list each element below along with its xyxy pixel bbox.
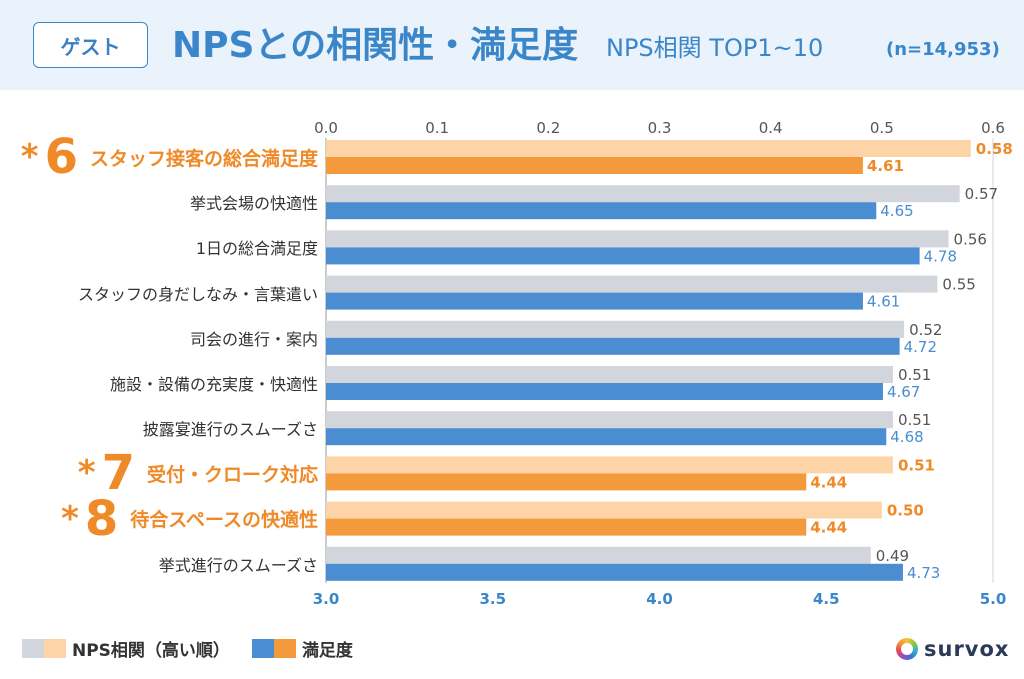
- highlight-asterisk: *: [20, 137, 39, 177]
- category-label-row-7: 披露宴進行のスムーズさ: [143, 406, 318, 450]
- nps-value-label-7: 0.51: [898, 411, 931, 429]
- header-band: ゲスト NPSとの相関性・満足度 NPS相関 TOP1~10 (n=14,953…: [0, 0, 1024, 90]
- category-labels: * 6 スタッフ接客の総合満足度 挙式会場の快適性 1日の総合満足度 スタッフの身だしなみ…: [0, 0, 318, 679]
- nps-bar-6: [326, 366, 893, 383]
- nps-bar-7: [326, 411, 893, 429]
- category-label-row-6: 施設・設備の充実度・快適性: [110, 361, 318, 405]
- satisfaction-value-label-5: 4.72: [904, 338, 937, 356]
- chart-title: NPSとの相関性・満足度: [172, 25, 579, 66]
- top-axis-tick-label: 0.1: [425, 119, 449, 137]
- nps-value-label-8: 0.51: [898, 456, 935, 474]
- nps-value-label-9: 0.50: [887, 502, 924, 520]
- category-label-row-8: * 7 受付・クローク対応: [77, 445, 318, 502]
- survox-ring-icon: [896, 638, 918, 660]
- satisfaction-value-label-7: 4.68: [890, 428, 923, 446]
- category-label: 司会の進行・案内: [189, 329, 318, 349]
- category-label-row-9: * 8 待合スペースの快適性: [61, 490, 318, 547]
- category-label: 施設・設備の充実度・快適性: [109, 375, 318, 394]
- nps-bar-8: [326, 456, 893, 474]
- category-label-row-5: 司会の進行・案内: [190, 316, 318, 360]
- category-label: 受付・クローク対応: [146, 463, 318, 486]
- satisfaction-value-label-10: 4.73: [907, 564, 940, 582]
- satisfaction-value-label-4: 4.61: [867, 293, 900, 311]
- top-axis-tick-label: 0.0: [314, 119, 338, 137]
- highlight-asterisk: *: [61, 498, 79, 539]
- nps-bar-9: [326, 501, 882, 519]
- legend-swatch-nps-highlight: [44, 638, 66, 658]
- nps-bar-5: [326, 320, 905, 338]
- satisfaction-value-label-9: 4.44: [810, 519, 847, 537]
- nps-bar-10: [326, 546, 871, 564]
- nps-bar-1: [326, 140, 971, 157]
- satisfaction-bar-8: [326, 473, 807, 491]
- category-label-row-4: スタッフの身だしなみ・言葉遣い: [78, 271, 318, 315]
- satisfaction-bar-1: [326, 157, 863, 174]
- category-label: スタッフの身だしなみ・言葉遣い: [77, 284, 318, 304]
- nps-value-label-6: 0.51: [898, 366, 931, 384]
- nps-value-label-1: 0.58: [976, 140, 1013, 158]
- legend-swatch-satisfaction-highlight: [273, 638, 296, 658]
- highlight-asterisk: *: [77, 453, 96, 494]
- category-label-row-3: 1日の総合満足度: [196, 225, 318, 269]
- nps-value-label-5: 0.52: [909, 321, 942, 339]
- highlight-rank-number: 7: [101, 445, 135, 502]
- satisfaction-bar-6: [326, 383, 883, 400]
- category-label-row-10: 挙式進行のスムーズさ: [159, 542, 318, 586]
- nps-bar-2: [326, 185, 960, 203]
- legend-item-nps: NPS相関（高い順）: [22, 636, 230, 661]
- bottom-axis-tick-label: 3.0: [313, 590, 340, 608]
- survox-logo: survox: [896, 637, 1009, 661]
- legend-item-satisfaction: 満足度: [251, 636, 353, 661]
- bottom-axis-tick-label: 5.0: [980, 590, 1007, 608]
- nps-value-label-3: 0.56: [954, 230, 987, 248]
- satisfaction-bar-5: [326, 337, 900, 355]
- audience-badge: ゲスト: [33, 22, 148, 68]
- logo-text: survox: [924, 637, 1010, 661]
- sample-size-note: (n=14,953): [886, 39, 1000, 60]
- nps-value-label-10: 0.49: [876, 547, 909, 565]
- top-axis-tick-label: 0.6: [981, 119, 1005, 137]
- satisfaction-value-label-8: 4.44: [810, 473, 847, 491]
- nps-bar-4: [326, 275, 938, 293]
- top-axis-tick-label: 0.3: [648, 119, 672, 137]
- category-label: 1日の総合満足度: [195, 239, 318, 259]
- nps-value-label-4: 0.55: [942, 276, 975, 294]
- satisfaction-bar-3: [326, 247, 920, 265]
- satisfaction-bar-2: [326, 202, 877, 220]
- bottom-axis-tick-label: 3.5: [479, 590, 506, 608]
- top-axis-tick-label: 0.5: [870, 119, 894, 137]
- highlight-rank-number: 6: [44, 129, 78, 185]
- category-label-row-1: * 6 スタッフ接客の総合満足度: [20, 129, 318, 185]
- satisfaction-value-label-1: 4.61: [867, 157, 904, 175]
- category-label: 挙式会場の快適性: [189, 194, 318, 214]
- satisfaction-bar-7: [326, 428, 887, 446]
- legend: NPS相関（高い順） 満足度: [22, 636, 353, 661]
- bottom-axis-tick-label: 4.5: [813, 590, 840, 608]
- chart-subtitle: NPS相関 TOP1~10: [606, 34, 824, 62]
- legend-label-nps: NPS相関（高い順）: [72, 640, 230, 661]
- highlight-rank-number: 8: [84, 490, 119, 547]
- category-label: 披露宴進行のスムーズさ: [142, 420, 318, 440]
- legend-swatch-nps: [22, 638, 44, 658]
- legend-swatch-satisfaction: [251, 638, 274, 658]
- satisfaction-value-label-3: 4.78: [924, 247, 957, 265]
- top-axis-tick-label: 0.4: [759, 119, 783, 137]
- legend-label-satisfaction: 満足度: [301, 640, 353, 661]
- category-label: 待合スペースの快適性: [130, 509, 318, 532]
- satisfaction-bar-9: [326, 518, 807, 536]
- category-label-row-2: 挙式会場の快適性: [190, 180, 318, 224]
- bottom-axis-tick-label: 4.0: [646, 590, 673, 608]
- category-label: 挙式進行のスムーズさ: [158, 555, 318, 575]
- top-axis-tick-label: 0.2: [536, 119, 560, 137]
- satisfaction-value-label-6: 4.67: [887, 383, 920, 401]
- nps-bar-3: [326, 230, 949, 248]
- satisfaction-value-label-2: 4.65: [880, 202, 913, 220]
- nps-value-label-2: 0.57: [965, 185, 998, 203]
- satisfaction-bar-10: [326, 563, 903, 581]
- category-label: スタッフ接客の総合満足度: [89, 147, 318, 170]
- satisfaction-bar-4: [326, 292, 863, 310]
